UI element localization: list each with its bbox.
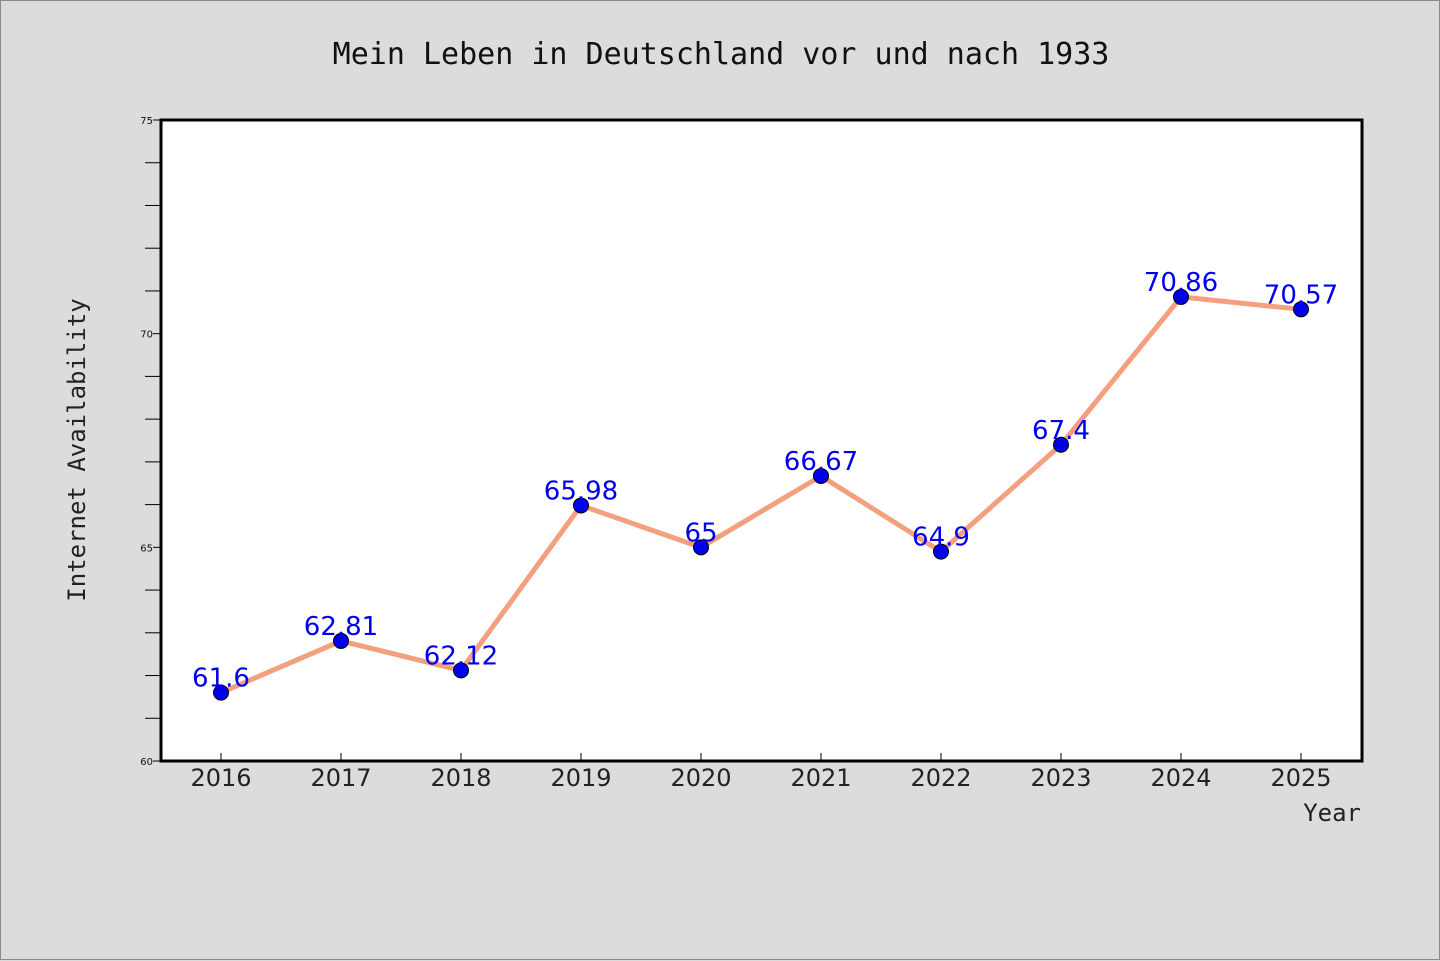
data-point	[573, 497, 589, 514]
data-label: 67.4	[1032, 416, 1090, 446]
x-tick-label: 2017	[310, 764, 371, 792]
x-tick-label: 2025	[1270, 764, 1331, 792]
y-axis: 60 65 70 75	[140, 116, 161, 768]
x-axis-label: Year	[1303, 799, 1361, 827]
data-label: 65.98	[544, 476, 618, 506]
data-label: 64.9	[912, 523, 970, 553]
data-label: 70.86	[1144, 268, 1218, 298]
data-label: 62.81	[304, 612, 378, 642]
data-label-layer: 61.6 62.81 62.12 65.98 65 66.67 64.9 67.4 70.86 7…	[192, 268, 1338, 694]
marker-layer	[213, 288, 1309, 701]
data-point	[1053, 436, 1069, 453]
x-tick-label: 2023	[1030, 764, 1091, 792]
series-layer	[218, 294, 1304, 696]
y-tick-label: 65	[140, 543, 153, 554]
x-axis: 2016 2017 2018 2019 2020 2021 2022 2023 2024 2025	[190, 753, 1332, 792]
y-tick-label: 75	[140, 116, 153, 127]
data-point	[693, 539, 709, 556]
data-point	[333, 632, 349, 649]
data-label: 61.6	[192, 664, 250, 694]
data-label: 62.12	[424, 641, 498, 671]
x-tick-label: 2022	[910, 764, 971, 792]
x-tick-label: 2020	[670, 764, 731, 792]
data-point	[933, 543, 949, 560]
data-point	[1293, 301, 1309, 318]
data-point	[813, 467, 829, 484]
y-tick-label: 60	[140, 757, 153, 768]
chart-title: Mein Leben in Deutschland vor und nach 1…	[333, 37, 1110, 72]
series-line	[218, 294, 1304, 696]
x-tick-label: 2019	[550, 764, 611, 792]
data-point	[453, 662, 469, 679]
plot-area	[159, 118, 1364, 763]
data-point	[1173, 288, 1189, 305]
data-label: 65	[684, 518, 717, 548]
data-label: 66.67	[784, 447, 858, 477]
x-tick-label: 2024	[1150, 764, 1211, 792]
y-tick-label: 70	[140, 330, 153, 341]
x-tick-label: 2016	[190, 764, 251, 792]
y-axis-label: Internet Availability	[63, 298, 91, 601]
x-tick-label: 2018	[430, 764, 491, 792]
data-label: 70.57	[1264, 280, 1338, 310]
data-point	[213, 684, 229, 701]
x-tick-label: 2021	[790, 764, 851, 792]
